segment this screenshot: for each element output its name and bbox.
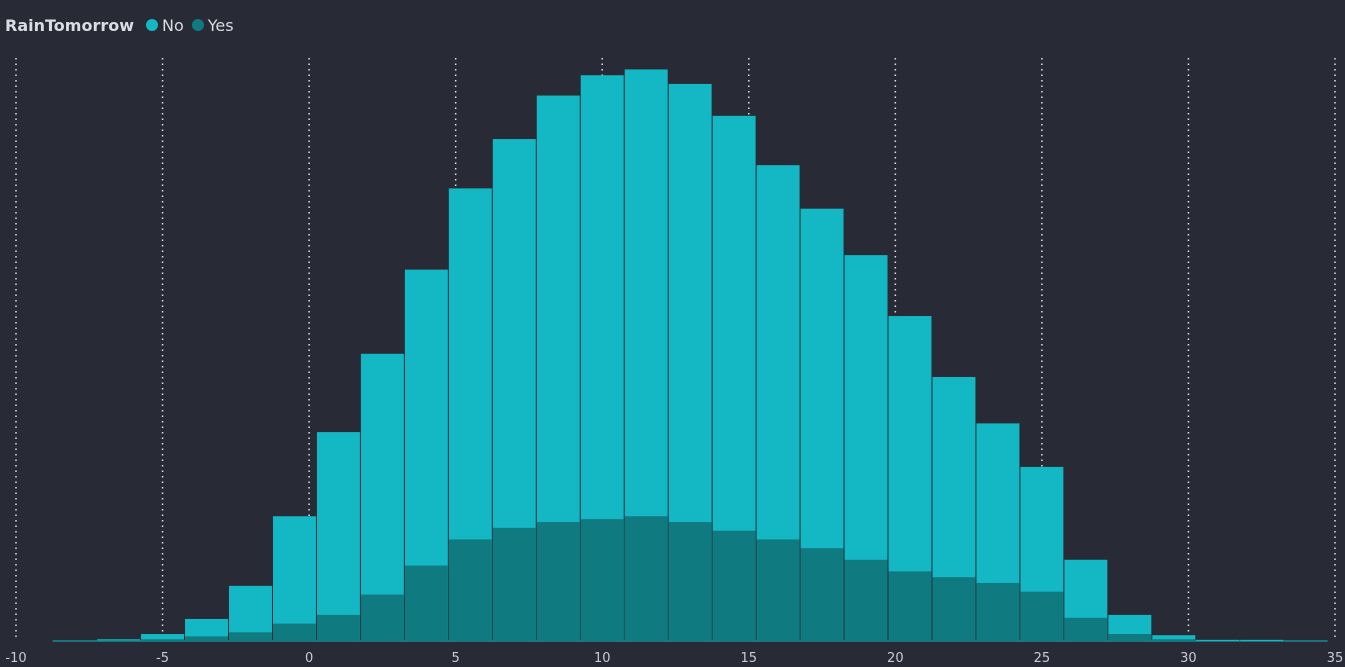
bar-yes[interactable] (888, 571, 932, 641)
x-tick-label: 25 (1034, 651, 1051, 666)
bar-yes[interactable] (976, 582, 1020, 641)
bar-yes[interactable] (580, 519, 624, 641)
x-tick-label: 10 (594, 651, 611, 666)
bar-yes[interactable] (1020, 591, 1064, 641)
x-tick-label: -10 (5, 651, 26, 666)
x-tick-label: 5 (452, 651, 460, 666)
bar-yes[interactable] (1108, 634, 1152, 641)
bar-yes[interactable] (668, 522, 712, 641)
x-tick-label: 35 (1327, 651, 1344, 666)
bar-yes[interactable] (185, 636, 229, 641)
legend-item-no[interactable]: No (146, 16, 184, 35)
legend-dot-no (146, 19, 158, 31)
bar-no[interactable] (272, 516, 316, 641)
x-tick-label: -5 (156, 651, 169, 666)
bar-no[interactable] (97, 639, 141, 641)
bar-no[interactable] (1152, 635, 1196, 641)
bar-yes[interactable] (932, 577, 976, 641)
bar-yes[interactable] (756, 539, 800, 641)
bar-yes[interactable] (1152, 639, 1196, 641)
x-tick-label: 20 (887, 651, 904, 666)
bar-yes[interactable] (272, 623, 316, 641)
bar-yes[interactable] (448, 539, 492, 641)
bar-yes[interactable] (800, 548, 844, 641)
bar-yes[interactable] (316, 614, 360, 641)
bar-no[interactable] (360, 353, 404, 641)
bar-yes[interactable] (229, 632, 272, 641)
legend-label-yes: Yes (207, 15, 234, 35)
bar-no[interactable] (1196, 639, 1240, 641)
bar-no[interactable] (141, 634, 185, 641)
bar-no[interactable] (229, 585, 272, 641)
legend-item-yes[interactable]: Yes (191, 15, 234, 35)
bar-yes[interactable] (844, 559, 888, 641)
legend-title: RainTomorrow (5, 15, 134, 35)
x-axis-ticks: -10 -5 0 5 10 15 20 25 30 35 (5, 651, 1343, 666)
bar-yes[interactable] (712, 530, 756, 641)
chart-legend: RainTomorrow No Yes (5, 14, 242, 36)
bars-group (97, 69, 1284, 642)
bar-no[interactable] (185, 618, 229, 641)
bar-yes[interactable] (624, 516, 668, 641)
bar-yes[interactable] (141, 639, 185, 641)
bar-yes[interactable] (97, 640, 141, 641)
bar-no[interactable] (316, 432, 360, 641)
legend-dot-yes (191, 19, 204, 31)
bar-yes[interactable] (404, 565, 448, 641)
bar-yes[interactable] (492, 527, 536, 641)
bar-no[interactable] (1240, 639, 1284, 641)
x-tick-label: 30 (1180, 651, 1197, 666)
bar-yes[interactable] (536, 522, 580, 641)
x-tick-label: 15 (741, 651, 758, 666)
legend-label-no: No (162, 15, 184, 35)
x-tick-label: 0 (305, 651, 313, 666)
bar-yes[interactable] (1064, 617, 1108, 641)
bar-yes[interactable] (360, 594, 404, 641)
